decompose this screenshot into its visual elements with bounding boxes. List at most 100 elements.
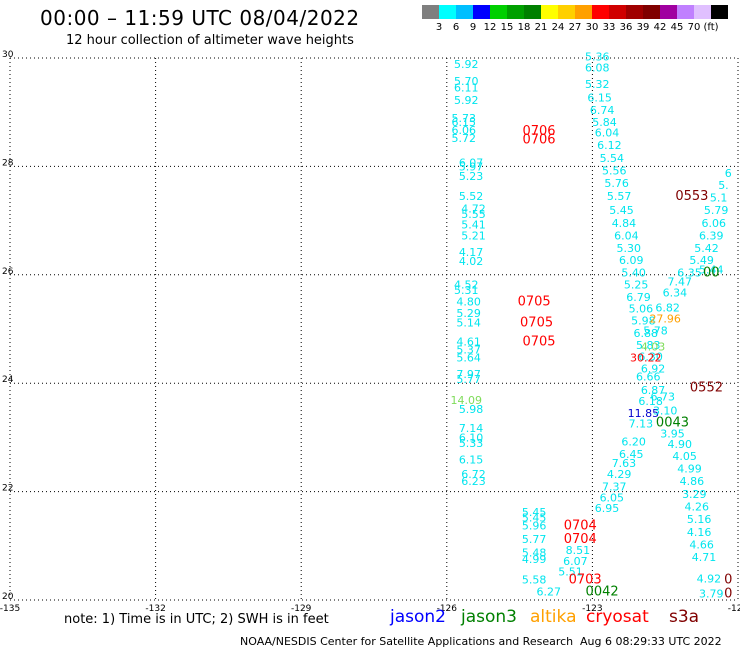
wave-height-value: 5.73 [452,112,477,125]
pass-time-label: 0 [724,573,732,588]
wave-height-value: 7.13 [629,418,654,431]
color-scale-label: 70 [688,22,701,33]
wave-height-value: 3.10 [653,405,678,418]
wave-height-value: 4.52 [454,278,479,291]
wave-height-value: 30.22 [630,352,662,365]
latitude-tick-label: 26 [2,267,14,277]
wave-height-value: 5.06 [629,303,654,316]
pass-time-label: 0703 [569,573,602,588]
observation-labels: 5.365.92 6.085.706.11 5.326.155.926.745.73… [450,51,732,602]
wave-height-value: 6.39 [699,230,724,243]
color-swatch [677,5,694,19]
latitude-tick-label: 28 [2,158,14,168]
wave-height-value: 5.70 [454,75,479,88]
wave-height-value: 6.72 [461,468,486,481]
page-subtitle: 12 hour collection of altimeter wave hei… [66,33,354,48]
map-grid [9,57,739,601]
wave-height-value: 5.98 [459,403,484,416]
wave-height-value: 5.23 [459,170,484,183]
wave-height-value: 5.40 [621,266,646,279]
wave-height-value: 5.16 [687,513,712,526]
wave-height-value: 5.98 [631,315,656,328]
wave-height-value: 5.78 [643,324,668,337]
color-scale-label: 45 [671,22,684,33]
wave-height-value: 5.77 [522,533,547,546]
latitude-tick-label: 20 [2,592,14,602]
wave-height-value: 7.14 [459,422,484,435]
wave-height-value: 6.12 [597,139,622,152]
page-title: 00:00 – 11:59 UTC 08/04/2022 [40,6,360,30]
color-scale-label: 36 [620,22,633,33]
wave-height-value: 4.92 [697,573,722,586]
color-swatch [456,5,473,19]
color-scale-label: 3 [436,22,442,33]
wave-height-value: 3.95 [660,427,685,440]
wave-height-value: 11.85 [628,407,660,420]
wave-height-value: 5.32 [585,78,610,91]
wave-height-value: 6.04 [595,127,620,140]
color-swatch [439,5,456,19]
wave-height-value: 5.33 [459,437,484,450]
wave-height-value: 4.26 [684,501,709,514]
wave-height-value: 5.45 [522,506,547,519]
wave-height-value: 6.92 [641,362,666,375]
wave-height-value: 4.16 [687,526,712,539]
wave-height-value: 4.17 [459,246,484,259]
wave-height-value: 5. [718,179,729,192]
wave-height-value: 5.21 [461,230,486,243]
wave-height-value: 4.05 [672,450,697,463]
wave-height-value: 5.41 [461,219,486,232]
wave-height-value: 5.36 [585,51,610,64]
wave-height-value: 6.23 [461,475,486,488]
color-scale-label: 33 [603,22,616,33]
wave-height-value: 5.55 [461,208,486,221]
color-swatch [558,5,575,19]
wave-height-value: 5.54 [600,152,625,165]
wave-height-value: 5.92 [454,58,479,71]
wave-height-value: 5.48 [522,547,547,560]
color-scale-label: 9 [470,22,476,33]
latitude-tick-label: 30 [2,50,14,60]
latitude-tick-label: 22 [2,484,13,494]
wave-height-value: 6.66 [636,370,661,383]
longitude-tick-label: -126 [437,604,458,614]
color-swatch [507,5,524,19]
pass-time-label: 0705 [522,334,555,349]
wave-height-value: 5.97 [459,161,484,174]
wave-height-value: 6.07 [563,555,588,568]
longitude-tick-label: -123 [582,604,602,614]
wave-height-value: 27.96 [649,312,681,325]
color-scale-label: 27 [569,22,582,33]
pass-time-label: 0 [724,586,732,601]
axis-ticks: -135 -132 -129 -126 -123 -120 30 28 26 24 22 20 [0,50,740,614]
color-scale-label: 39 [637,22,650,33]
longitude-tick-label: -120 [728,604,740,614]
color-scale-label: 15 [501,22,514,33]
pass-time-label: 0706 [522,124,555,139]
color-scale-label: (ft) [703,22,718,33]
wave-height-value: 5.92 [454,94,479,107]
longitude-tick-label: -129 [291,604,312,614]
wave-height-value: 7.63 [612,457,637,470]
wave-height-value: 6.45 [619,448,644,461]
longitude-tick-label: -132 [145,604,165,614]
pass-time-label: 0552 [690,380,723,395]
wave-height-value: 6.73 [651,391,676,404]
wave-height-value: 5.79 [704,204,729,217]
color-swatch [592,5,609,19]
wave-height-value: 5.31 [454,284,479,297]
wave-height-value: 4.99 [522,553,547,566]
wave-height-value: 6.04 [614,230,639,243]
wave-height-value: 6.07 [459,156,484,169]
color-scale-label: 42 [654,22,667,33]
generated-timestamp: Aug 6 08:29:33 UTC 2022 [580,635,722,648]
wave-height-value: 5.52 [459,190,484,203]
wave-height-value: 6.10 [459,432,484,445]
wave-height-value: 5.64 [456,352,481,365]
color-swatch [626,5,643,19]
color-swatch [711,5,728,19]
wave-height-value: 6.74 [590,104,615,117]
wave-height-value: 5.77 [456,373,481,386]
satellite-jason2: jason2 [390,607,446,627]
